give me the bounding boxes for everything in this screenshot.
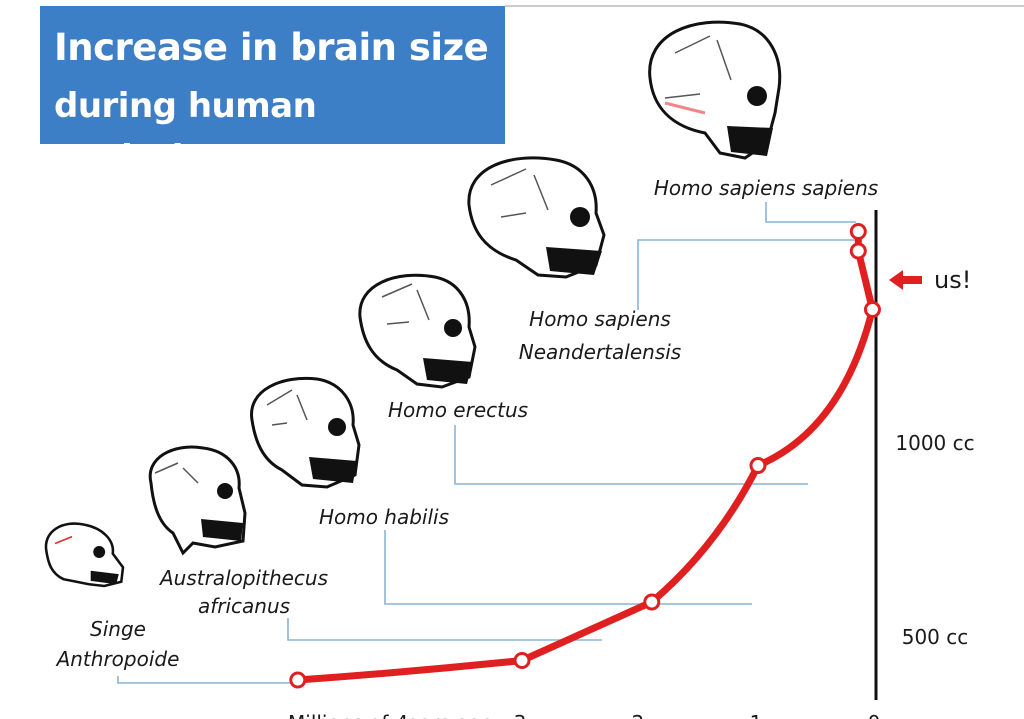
arrow-left-icon	[889, 270, 922, 290]
skull-homo-habilis-icon	[250, 376, 361, 489]
leader-line-0	[117, 676, 290, 684]
x-tick-4: 4	[396, 711, 409, 719]
leader-line-3	[454, 425, 808, 485]
label-australopithecus-line2: africanus	[198, 594, 290, 618]
skull-homo-sapiens-sapiens-icon	[648, 20, 782, 160]
label-singe-line2: Anthropoide	[55, 647, 180, 671]
leader-line-4	[637, 239, 856, 310]
x-axis-label: Millions of years ago:	[288, 711, 500, 719]
data-point-0	[289, 671, 307, 689]
x-tick-1: 1	[750, 711, 763, 719]
label-neandertalensis-line2: Neandertalensis	[519, 340, 681, 364]
skull-neandertalensis-icon	[467, 156, 606, 279]
x-tick-2: 2	[632, 711, 645, 719]
data-point-3	[749, 457, 767, 474]
y-tick-1000: 1000 cc	[895, 431, 974, 455]
label-homo-erectus: Homo erectus	[388, 398, 528, 422]
data-point-4	[863, 301, 881, 318]
data-point-6	[849, 223, 867, 240]
data-point-2	[643, 593, 661, 611]
leader-line-2	[384, 530, 752, 605]
label-australopithecus-line1: Australopithecus	[158, 566, 328, 590]
data-point-1	[513, 652, 531, 669]
x-tick-3: 3	[514, 711, 527, 719]
x-tick-labels: 4 3 2 1 0	[396, 711, 881, 719]
skull-singe-anthropoide-icon	[44, 522, 125, 588]
data-point-5	[849, 242, 867, 260]
label-homo-habilis: Homo habilis	[319, 505, 449, 529]
leader-line-5	[765, 202, 856, 223]
skull-australopithecus-icon	[148, 445, 247, 556]
us-label: us!	[934, 266, 971, 294]
data-points	[289, 223, 881, 689]
skull-homo-erectus-icon	[358, 273, 477, 389]
label-homo-sapiens-sapiens: Homo sapiens sapiens	[654, 176, 878, 200]
leader-lines	[117, 202, 856, 684]
label-singe-line1: Singe	[90, 617, 146, 641]
title-box: Increase in brain size during human evol…	[40, 6, 505, 178]
y-tick-500: 500 cc	[902, 625, 969, 649]
species-labels: Singe Anthropoide Australopithecus afric…	[55, 176, 879, 671]
us-annotation: us!	[889, 266, 971, 294]
leader-line-1	[287, 618, 602, 641]
title-line-2: during human evolution	[54, 86, 317, 178]
label-neandertalensis-line1: Homo sapiens	[529, 307, 671, 331]
title-line-1: Increase in brain size	[54, 26, 489, 69]
x-tick-0: 0	[868, 711, 881, 719]
